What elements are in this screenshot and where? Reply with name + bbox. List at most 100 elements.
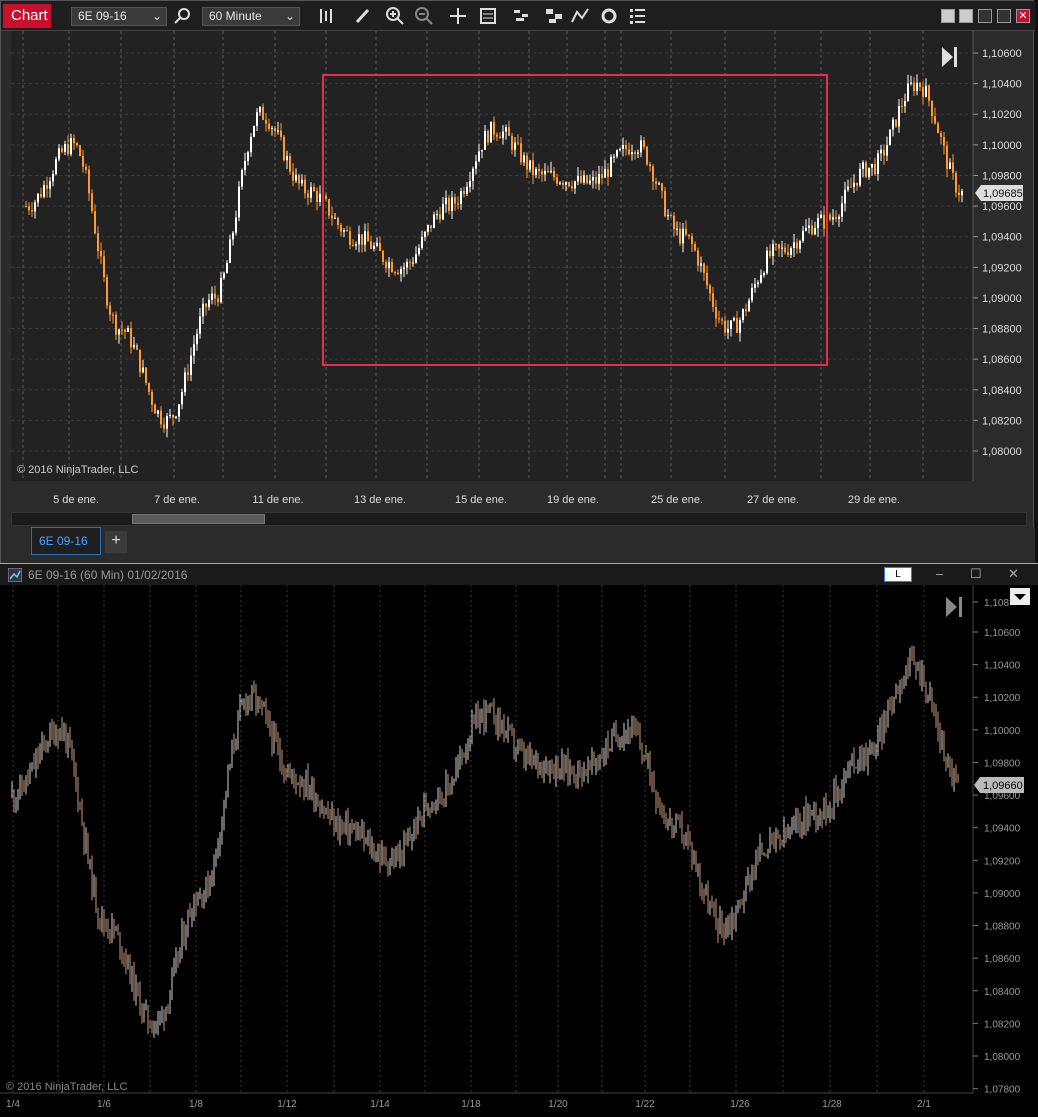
candle-body bbox=[946, 145, 948, 170]
instrument-selector[interactable]: 6E 09-16 ⌄ bbox=[71, 7, 167, 26]
maximize-button[interactable] bbox=[997, 9, 1011, 23]
chart-style-icon[interactable] bbox=[317, 6, 337, 26]
candle-body bbox=[919, 82, 921, 88]
candle-body bbox=[196, 333, 198, 345]
candle-body bbox=[913, 82, 915, 92]
refresh-icon[interactable] bbox=[599, 6, 619, 26]
candle-body bbox=[349, 231, 351, 245]
candle-body bbox=[730, 320, 732, 329]
zoom-in-icon[interactable] bbox=[385, 6, 405, 26]
bottom-price-label: 1,09600 bbox=[984, 791, 1021, 802]
candle-body bbox=[262, 106, 264, 120]
bottom-price-label: 1,10000 bbox=[984, 726, 1021, 737]
tile-window-button[interactable] bbox=[941, 9, 955, 23]
horizontal-scrollbar[interactable] bbox=[11, 512, 1027, 526]
candle-body bbox=[658, 183, 660, 185]
candle-body bbox=[346, 230, 348, 232]
scroll-thumb[interactable] bbox=[132, 514, 265, 524]
candle-body bbox=[52, 173, 54, 182]
candle-body bbox=[358, 234, 360, 245]
strategies-icon[interactable] bbox=[544, 6, 564, 26]
candle-body bbox=[709, 285, 711, 294]
candle-body bbox=[508, 127, 510, 136]
go-to-latest-icon[interactable] bbox=[942, 47, 957, 67]
top-price-chart[interactable]: 1,10600 1,10400 1,10200 1,10000 1,09800 1,096… bbox=[1, 31, 1035, 511]
bottom-date-label: 1/22 bbox=[635, 1099, 655, 1110]
mode-button[interactable]: L bbox=[884, 567, 912, 582]
candle-body bbox=[490, 121, 492, 143]
top-date-axis: 5 de ene. 7 de ene. 11 de ene. 13 de ene. 15… bbox=[53, 494, 900, 506]
candle-body bbox=[199, 316, 201, 334]
candle-body bbox=[898, 105, 900, 127]
candle-body bbox=[520, 143, 522, 163]
candle-body bbox=[94, 211, 96, 234]
candle-body bbox=[553, 170, 555, 178]
interval-selector[interactable]: 60 Minute ⌄ bbox=[202, 7, 300, 26]
candle-body bbox=[835, 217, 837, 219]
candle-body bbox=[724, 320, 726, 333]
chart-tag[interactable]: Chart bbox=[3, 4, 51, 28]
properties-icon[interactable] bbox=[628, 6, 648, 26]
candle-body bbox=[250, 136, 252, 153]
candle-body bbox=[232, 232, 234, 240]
minimize-button[interactable] bbox=[978, 9, 992, 23]
candle-body bbox=[880, 149, 882, 154]
candle-body bbox=[757, 282, 759, 285]
candle-body bbox=[385, 261, 387, 269]
candle-body bbox=[28, 206, 30, 211]
candle-body bbox=[727, 328, 729, 333]
candle-body bbox=[559, 182, 561, 184]
top-current-price: 1,09685 bbox=[983, 188, 1023, 200]
candle-body bbox=[31, 210, 33, 212]
crosshair-icon[interactable] bbox=[448, 6, 468, 26]
data-box-icon[interactable] bbox=[478, 6, 498, 26]
minimize-icon[interactable]: – bbox=[936, 566, 944, 581]
bottom-price-chart[interactable]: 1,108 1,10600 1,10400 1,10200 1,10000 1,09800… bbox=[0, 585, 1038, 1117]
top-date-label: 13 de ene. bbox=[354, 494, 406, 506]
candle-body bbox=[721, 319, 723, 321]
candle-body bbox=[652, 166, 654, 182]
candle-body bbox=[247, 152, 249, 161]
add-tab-button[interactable]: + bbox=[105, 531, 127, 553]
indicators-icon[interactable] bbox=[512, 6, 532, 26]
tab-instrument[interactable]: 6E 09-16 bbox=[31, 527, 101, 555]
chevron-down-icon: ⌄ bbox=[151, 9, 162, 23]
candle-body bbox=[736, 318, 738, 333]
pencil-icon[interactable] bbox=[353, 6, 373, 26]
candle-body bbox=[715, 307, 717, 319]
maximize-icon[interactable]: ☐ bbox=[970, 566, 982, 581]
candle-body bbox=[718, 318, 720, 320]
candle-body bbox=[430, 225, 432, 229]
highlight-rectangle[interactable] bbox=[322, 74, 828, 366]
candle-body bbox=[178, 404, 180, 417]
candle-body bbox=[886, 145, 888, 156]
top-price-label: 1,09800 bbox=[982, 170, 1022, 182]
bottom-price-label: 1,08400 bbox=[984, 987, 1021, 998]
top-price-label: 1,09600 bbox=[982, 201, 1022, 213]
bottom-price-label: 1,08200 bbox=[984, 1019, 1021, 1030]
go-to-latest-icon[interactable] bbox=[946, 597, 962, 617]
top-price-label: 1,08200 bbox=[982, 415, 1022, 427]
candle-body bbox=[46, 185, 48, 189]
candle-body bbox=[394, 272, 396, 274]
candle-body bbox=[922, 87, 924, 97]
candle-body bbox=[694, 244, 696, 251]
candle-body bbox=[607, 169, 609, 177]
candle-body bbox=[859, 168, 861, 186]
candle-body bbox=[568, 182, 570, 187]
restore-window-button[interactable] bbox=[959, 9, 973, 23]
close-icon[interactable]: ✕ bbox=[1008, 566, 1019, 581]
candle-body bbox=[481, 149, 483, 152]
candle-body bbox=[745, 309, 747, 312]
search-icon[interactable] bbox=[173, 6, 193, 26]
candle-body bbox=[670, 214, 672, 216]
candle-body bbox=[97, 233, 99, 252]
bottom-price-label: 1,10200 bbox=[984, 693, 1021, 704]
candle-body bbox=[940, 133, 942, 138]
candle-body bbox=[871, 163, 873, 168]
close-button[interactable]: ✕ bbox=[1016, 9, 1030, 23]
top-price-label: 1,09400 bbox=[982, 232, 1022, 244]
axis-dropdown-icon[interactable] bbox=[1010, 588, 1030, 605]
zoom-out-icon[interactable] bbox=[414, 6, 434, 26]
drawing-tools-icon[interactable] bbox=[570, 6, 590, 26]
